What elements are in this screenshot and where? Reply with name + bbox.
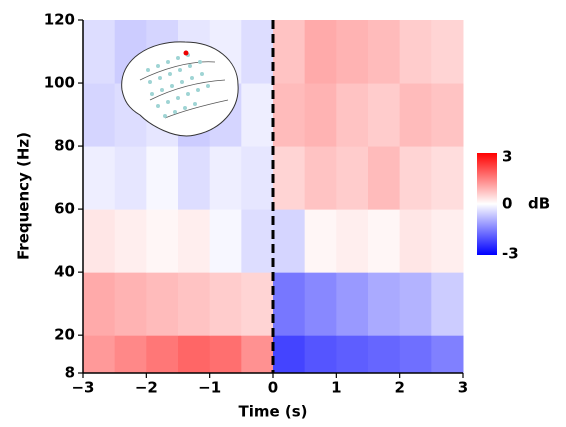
- colorbar-tick-label: 0: [502, 195, 512, 213]
- heatmap-cell: [431, 146, 464, 210]
- heatmap-cell: [83, 272, 116, 336]
- heatmap-cell: [146, 146, 179, 210]
- heatmap-cell: [399, 335, 432, 374]
- heatmap-cell: [114, 209, 147, 273]
- y-tick-label: 60: [54, 200, 75, 218]
- heatmap-cell: [83, 146, 116, 210]
- heatmap-cell: [209, 209, 242, 273]
- heatmap-cell: [273, 83, 306, 147]
- heatmap-cell: [83, 83, 116, 147]
- heatmap-cell: [399, 83, 432, 147]
- x-tick-label: 3: [458, 379, 468, 397]
- brain-outline: [121, 41, 239, 137]
- heatmap-cell: [399, 272, 432, 336]
- x-axis-label: Time (s): [238, 403, 307, 421]
- heatmap-cell: [304, 335, 337, 374]
- x-tick-label: 0: [268, 379, 278, 397]
- electrode-selected: [183, 50, 189, 56]
- heatmap-cell: [336, 209, 369, 273]
- y-tick-label: 100: [44, 74, 75, 92]
- heatmap-cell: [304, 272, 337, 336]
- heatmap-cell: [114, 335, 147, 374]
- x-tick-label: 2: [394, 379, 404, 397]
- colorbar: [477, 153, 497, 255]
- heatmap-cell: [273, 20, 306, 84]
- y-tick-label: 20: [54, 326, 75, 344]
- heatmap-cell: [336, 146, 369, 210]
- heatmap-cell: [368, 83, 401, 147]
- heatmap-cell: [273, 335, 306, 374]
- heatmap-cell: [336, 20, 369, 84]
- y-tick-label: 80: [54, 137, 75, 155]
- heatmap-cell: [273, 146, 306, 210]
- brain-inset: [121, 41, 239, 137]
- heatmap-cell: [368, 20, 401, 84]
- heatmap-cell: [304, 20, 337, 84]
- electrode-grid: [146, 53, 210, 118]
- heatmap-cell: [241, 83, 274, 147]
- heatmap-cell: [304, 146, 337, 210]
- heatmap-cell: [178, 209, 211, 273]
- heatmap-cell: [241, 335, 274, 374]
- heatmap-cell: [209, 146, 242, 210]
- heatmap-cell: [178, 335, 211, 374]
- heatmap-cell: [114, 146, 147, 210]
- y-axis-label: Frequency (Hz): [15, 132, 33, 260]
- heatmap-cell: [399, 146, 432, 210]
- heatmap-cell: [368, 209, 401, 273]
- heatmap-cell: [83, 20, 116, 84]
- heatmap-cell: [209, 272, 242, 336]
- heatmap-cell: [273, 209, 306, 273]
- colorbar-label: dB: [528, 195, 550, 213]
- heatmap-cell: [431, 335, 464, 374]
- heatmap-cell: [241, 20, 274, 84]
- heatmap-cell: [178, 146, 211, 210]
- x-tick-label: −1: [198, 379, 221, 397]
- heatmap-cell: [431, 20, 464, 84]
- heatmap-cell: [304, 83, 337, 147]
- heatmap-cell: [146, 209, 179, 273]
- heatmap-cell: [336, 83, 369, 147]
- y-tick-label: 8: [65, 364, 75, 382]
- heatmap-cell: [83, 209, 116, 273]
- heatmap-cell: [241, 209, 274, 273]
- heatmap-cell: [399, 20, 432, 84]
- heatmap-cell: [431, 272, 464, 336]
- heatmap-cell: [336, 335, 369, 374]
- heatmap-cell: [399, 209, 432, 273]
- heatmap-cell: [178, 272, 211, 336]
- heatmap: [83, 20, 464, 374]
- y-tick-label: 120: [44, 11, 75, 29]
- heatmap-cell: [304, 209, 337, 273]
- heatmap-cell: [431, 83, 464, 147]
- heatmap-cell: [241, 272, 274, 336]
- heatmap-cell: [209, 335, 242, 374]
- heatmap-cell: [368, 272, 401, 336]
- heatmap-cell: [368, 146, 401, 210]
- colorbar-tick-label: 3: [502, 148, 512, 166]
- colorbar-tick-label: -3: [502, 245, 519, 263]
- x-tick-label: −2: [135, 379, 158, 397]
- heatmap-cell: [83, 335, 116, 374]
- heatmap-cell: [431, 209, 464, 273]
- heatmap-cell: [273, 272, 306, 336]
- heatmap-cell: [114, 272, 147, 336]
- y-tick-label: 40: [54, 263, 75, 281]
- x-tick-label: 1: [331, 379, 341, 397]
- x-tick-label: −3: [71, 379, 94, 397]
- heatmap-cell: [368, 335, 401, 374]
- heatmap-cell: [336, 272, 369, 336]
- brain-sulci: [139, 61, 229, 119]
- heatmap-cell: [146, 272, 179, 336]
- heatmap-cell: [146, 335, 179, 374]
- heatmap-cell: [241, 146, 274, 210]
